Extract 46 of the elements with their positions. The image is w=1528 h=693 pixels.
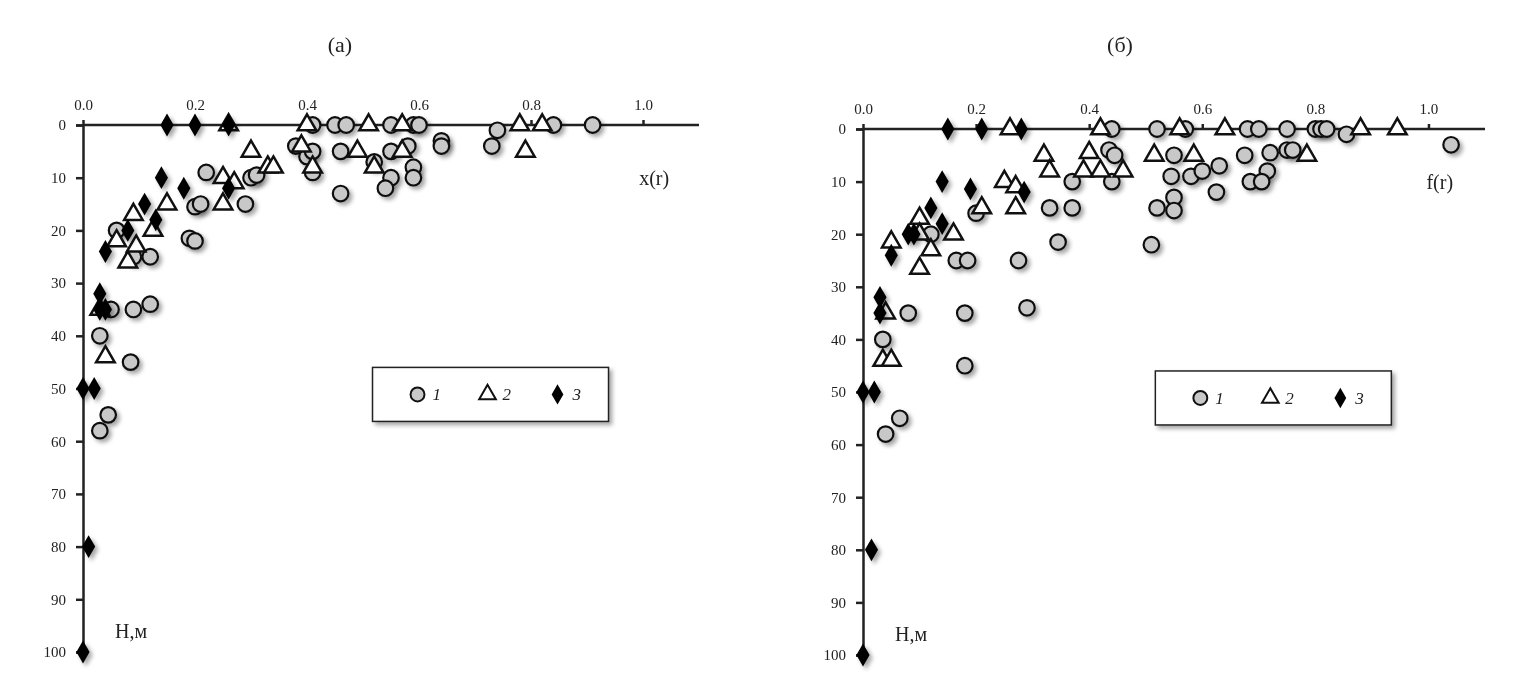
y-tick-label: 90: [831, 594, 846, 611]
x-axis-title: f(r): [1426, 171, 1454, 194]
y-tick-label: 40: [831, 331, 846, 348]
y-tick-label: 100: [43, 644, 66, 661]
y-tick-label: 40: [51, 328, 66, 345]
y-tick-label: 30: [51, 275, 66, 292]
y-tick-label: 80: [831, 542, 846, 559]
legend-label: 3: [1354, 388, 1364, 408]
y-tick-label: 30: [831, 279, 846, 296]
x-tick-label: 0.4: [1080, 101, 1100, 117]
y-tick-label: 70: [831, 489, 846, 506]
chart-title: (а): [327, 32, 353, 57]
x-axis-title: x(r): [639, 167, 670, 190]
legend-label: 1: [432, 385, 442, 405]
y-tick-label: 0: [838, 121, 846, 138]
y-tick-label: 60: [831, 436, 846, 453]
y-tick-label: 10: [51, 170, 66, 186]
legend-label: 3: [571, 385, 582, 405]
y-tick-label: 0: [58, 117, 66, 134]
y-tick-label: 70: [51, 486, 66, 503]
y-tick-label: 50: [831, 384, 846, 401]
x-tick-label: 0.8: [522, 97, 541, 113]
y-tick-label: 80: [51, 538, 66, 555]
x-tick-label: 0.0: [854, 101, 873, 117]
x-tick-label: 1.0: [634, 97, 653, 113]
y-tick-label: 60: [51, 433, 66, 450]
legend-label: 2: [1285, 388, 1295, 408]
x-tick-label: 0.6: [410, 97, 430, 113]
y-axis-title: Н,м: [115, 620, 148, 642]
y-tick-label: 20: [51, 222, 66, 239]
y-tick-label: 50: [51, 380, 66, 397]
y-axis-title: Н,м: [895, 623, 928, 645]
y-tick-label: 10: [831, 173, 846, 190]
chart-title: (б): [1107, 32, 1133, 57]
x-tick-label: 0.2: [186, 97, 205, 113]
x-tick-label: 0.0: [74, 97, 93, 113]
legend-label: 1: [1215, 388, 1224, 408]
x-tick-label: 0.2: [967, 101, 986, 117]
x-tick-label: 0.8: [1306, 101, 1326, 117]
y-tick-label: 100: [823, 647, 846, 664]
legend-label: 2: [502, 385, 512, 405]
x-tick-label: 0.6: [1193, 101, 1213, 117]
x-tick-label: 0.4: [298, 97, 318, 113]
y-tick-label: 20: [831, 226, 846, 243]
y-tick-label: 90: [51, 591, 66, 608]
x-tick-label: 1.0: [1419, 101, 1439, 117]
